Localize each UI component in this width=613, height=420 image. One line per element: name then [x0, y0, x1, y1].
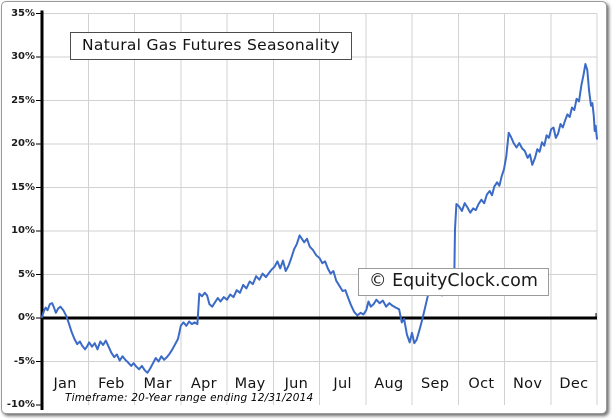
month-label: Oct [468, 376, 495, 392]
seasonality-line [41, 63, 598, 374]
y-axis-label: 35% [11, 7, 35, 19]
y-axis-label: 25% [11, 94, 35, 106]
y-axis-label: 30% [11, 51, 35, 62]
y-axis-label: -10% [6, 399, 35, 410]
plot-area [36, 10, 598, 410]
month-label: Jun [284, 376, 309, 392]
watermark-box: © EquityClock.com [358, 268, 549, 296]
chart-title-box: Natural Gas Futures Seasonality [70, 32, 352, 60]
chart-title: Natural Gas Futures Seasonality [82, 36, 340, 54]
month-label: Aug [374, 376, 404, 392]
y-axis-label: 15% [11, 181, 35, 193]
month-label: Sep [421, 376, 450, 392]
y-axis-label: -5% [13, 355, 35, 367]
month-label: Apr [190, 376, 217, 392]
y-axis-label: 20% [11, 138, 35, 149]
y-axis-label: 0% [18, 312, 35, 323]
month-label: Mar [143, 376, 172, 392]
chart-image-frame: 35% 30% 25% 20% 15% 10% 5% 0% -5% -10% Jan Feb Mar A… [1, 1, 607, 414]
month-label: May [234, 376, 266, 392]
y-axis-label: 5% [18, 268, 35, 280]
month-label: Nov [513, 376, 543, 392]
month-label: Jan [53, 376, 77, 392]
timeframe-footnote: Timeframe: 20-Year range ending 12/31/20… [65, 392, 314, 404]
month-label: Jul [333, 376, 352, 392]
month-label: Feb [98, 376, 125, 392]
month-label: Dec [559, 376, 589, 392]
y-axis-label: 10% [11, 225, 35, 236]
watermark-text: © EquityClock.com [369, 271, 538, 291]
